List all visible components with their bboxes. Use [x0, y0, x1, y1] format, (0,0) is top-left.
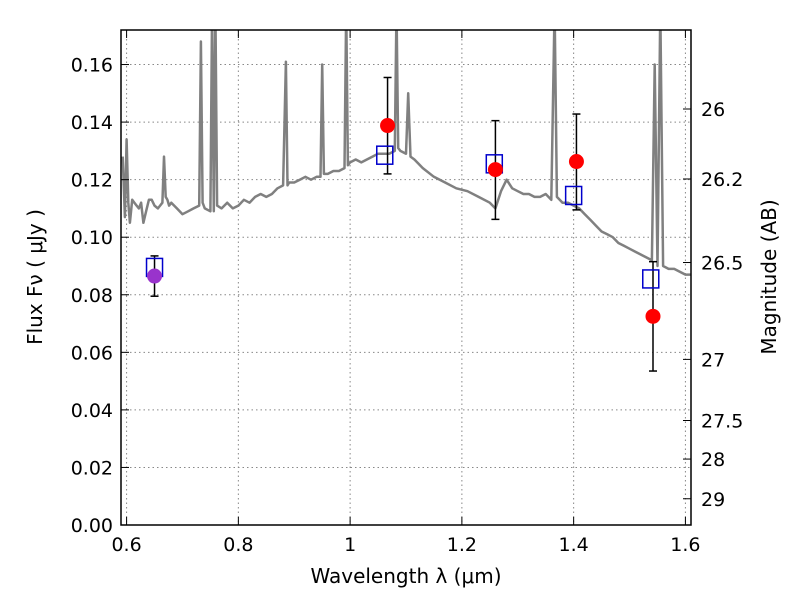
observed-point-marker: [568, 154, 584, 170]
y-tick-label: 0.10: [71, 227, 113, 249]
axis-ticks: 0.6 0.8 1 1.2 1.4 1.6 0.00 0.02 0.04 0.06 0.08 0.10…: [71, 30, 743, 556]
y2-axis-title: Magnitude (AB): [757, 199, 781, 354]
x-tick-label: 1.6: [670, 534, 700, 556]
observed-point-marker: [645, 308, 661, 324]
y-tick-label: 0.06: [71, 342, 113, 364]
y-tick-label: 0.12: [71, 170, 113, 192]
y2-tick-label: 26: [701, 99, 725, 121]
spectrum-line: [121, 30, 691, 276]
x-tick-label: 0.8: [223, 534, 253, 556]
x-axis-title: Wavelength λ (μm): [310, 564, 501, 588]
x-tick-label: 1.2: [447, 534, 477, 556]
y2-tick-label: 29: [701, 489, 725, 511]
y2-tick-label: 27.5: [701, 411, 743, 433]
y2-tick-label: 26.5: [701, 253, 743, 275]
observed-point-marker: [147, 268, 163, 284]
y-tick-label: 0.02: [71, 457, 113, 479]
y-tick-label: 0.00: [71, 515, 113, 537]
plot-frame: [120, 29, 692, 526]
y-axis-title: Flux Fν ( μJy ): [23, 209, 47, 345]
y2-tick-label: 26.2: [701, 169, 743, 191]
observed-point-marker: [487, 162, 503, 178]
grid: [121, 30, 691, 526]
y2-tick-label: 28: [701, 449, 725, 471]
y-tick-label: 0.08: [71, 285, 113, 307]
y2-tick-label: 27: [701, 349, 725, 371]
model-box-marker: [564, 185, 583, 206]
y-tick-label: 0.16: [71, 55, 113, 77]
x-tick-label: 1: [344, 534, 356, 556]
y-tick-label: 0.14: [71, 112, 113, 134]
model-box-marker: [642, 269, 660, 289]
observed-point-marker: [380, 118, 396, 134]
y-tick-label: 0.04: [71, 400, 113, 422]
x-tick-label: 1.4: [559, 534, 589, 556]
x-tick-label: 0.6: [111, 534, 141, 556]
plot-data: [121, 30, 691, 372]
model-box-marker: [376, 145, 394, 165]
